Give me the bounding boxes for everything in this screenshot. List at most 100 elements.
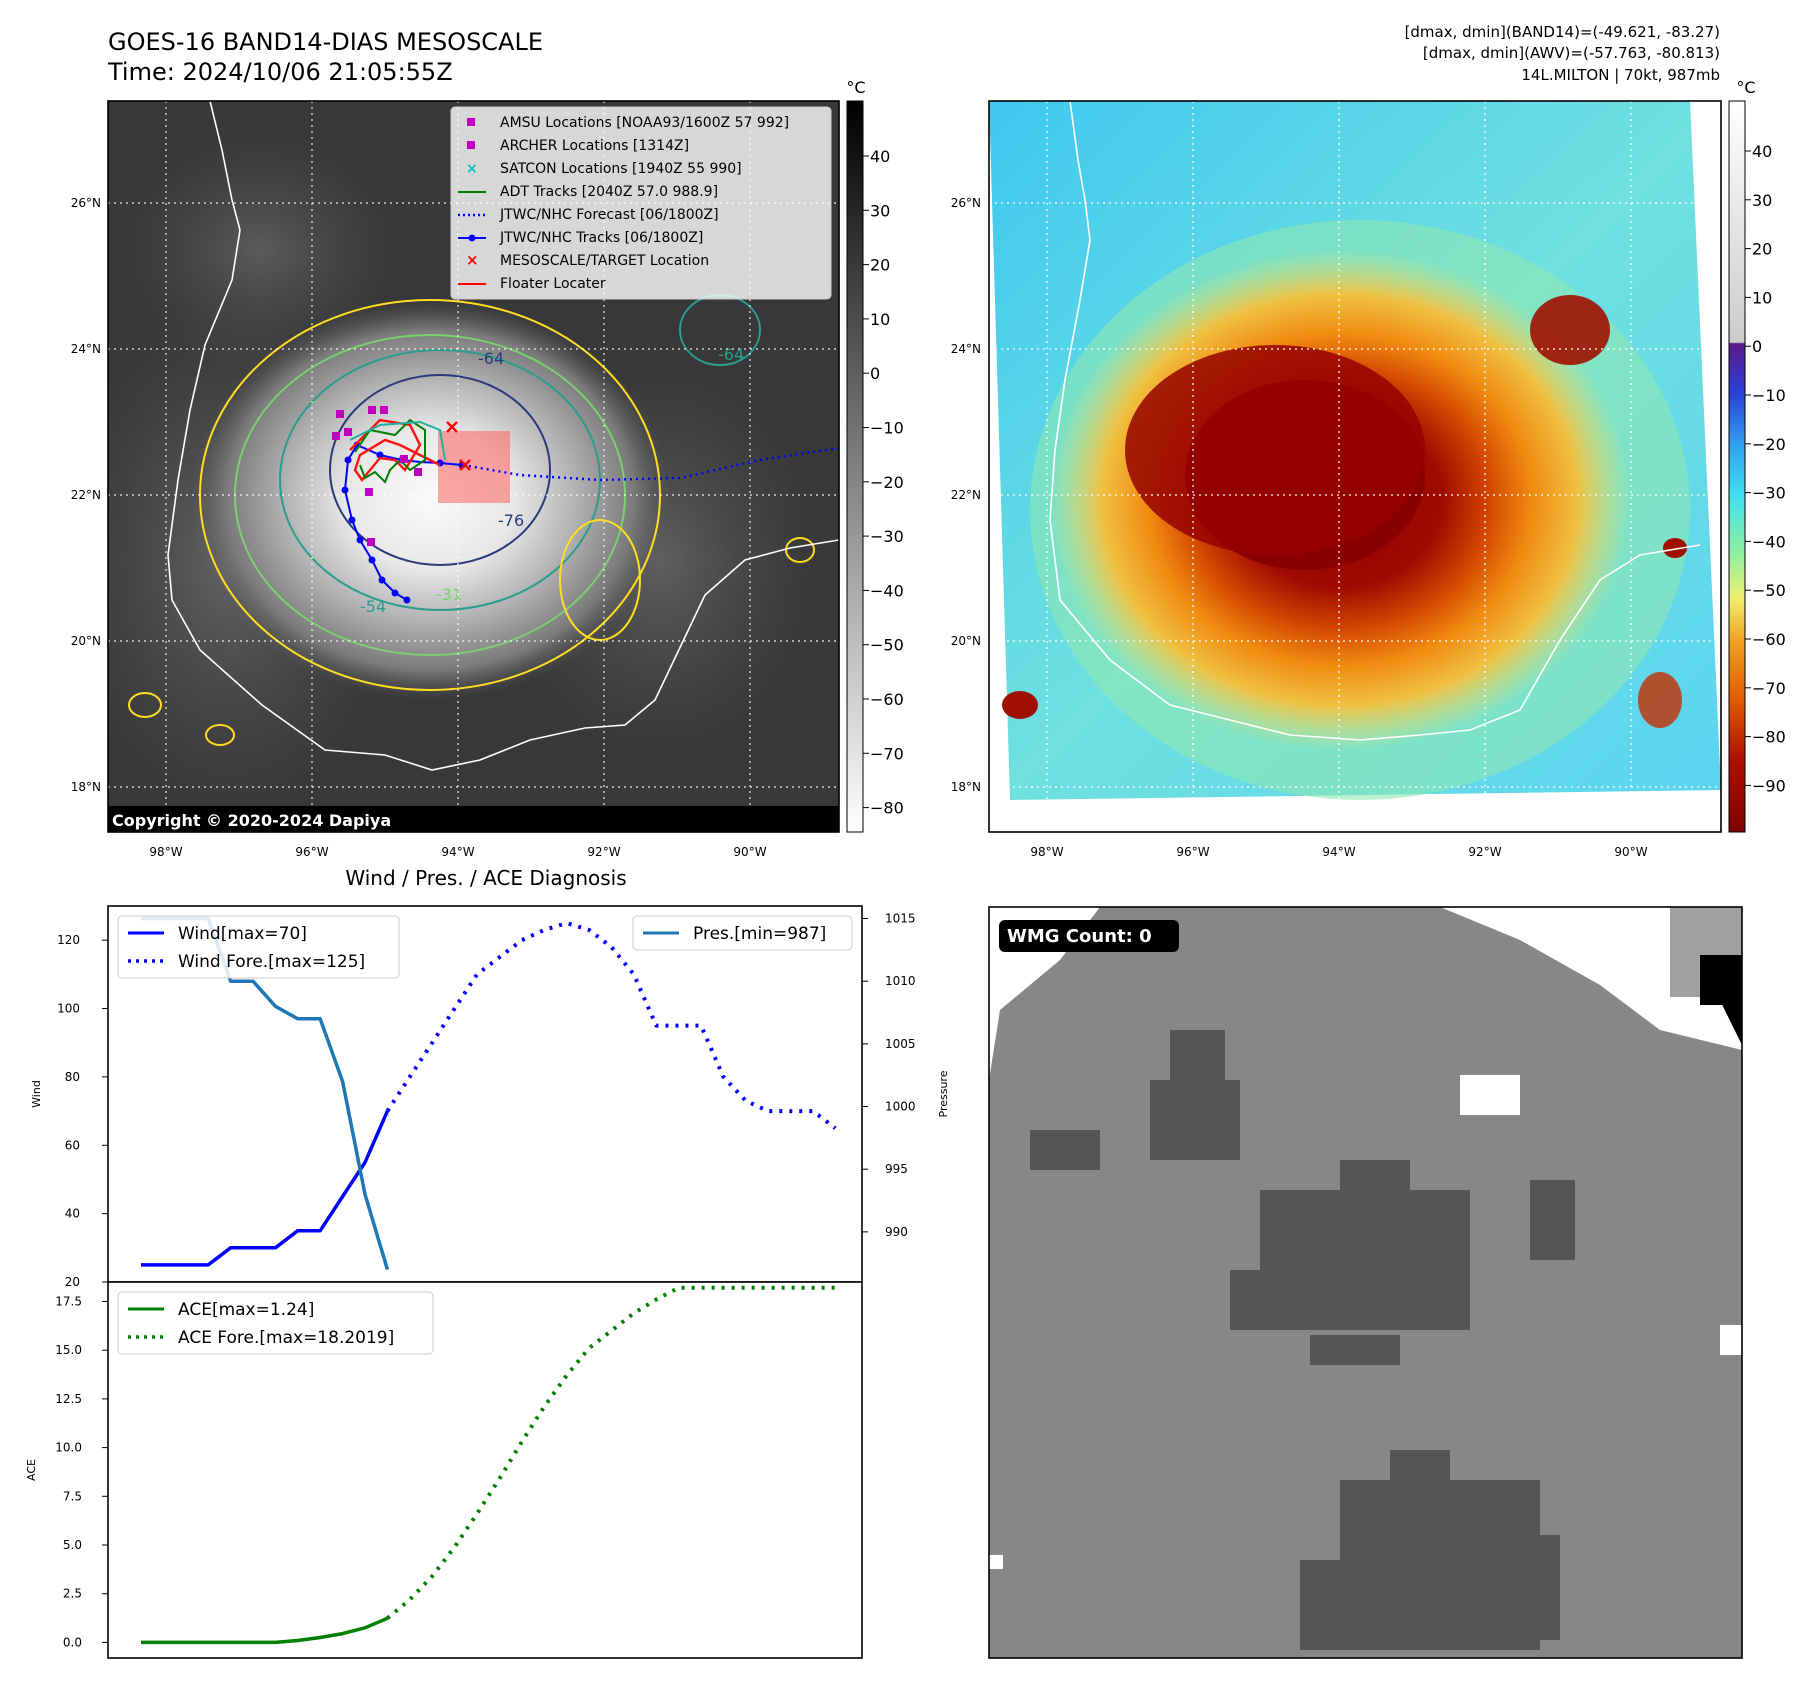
legend-archer: ARCHER Locations [1314Z] <box>500 138 689 154</box>
colorbar-tick-label: 0 <box>870 364 880 383</box>
lon-tick: 90°W <box>733 845 766 859</box>
ace-legend: ACE[max=1.24] ACE Fore.[max=18.2019] <box>117 1291 434 1355</box>
mesoscale-target-box <box>438 431 510 503</box>
colorbar-tick-label: 30 <box>870 201 890 220</box>
lat-tick: 22°N <box>71 488 101 502</box>
y2-tick-label: 995 <box>885 1162 908 1176</box>
legend-floater: Floater Locater <box>500 276 606 292</box>
wind-line <box>141 1110 390 1267</box>
lat-tick: 24°N <box>71 342 101 356</box>
lat-tick: 26°N <box>71 196 101 210</box>
colorbar-tick-label: 10 <box>870 310 890 329</box>
lat-tick: 22°N <box>951 488 981 502</box>
best-track <box>343 443 463 601</box>
colorbar-tick-label: −80 <box>870 799 904 818</box>
ace-line <box>141 1616 389 1645</box>
colorbar-tick-label: −50 <box>870 636 904 655</box>
ir-colorbar: °C 40 30 20 10 0 −10 −20 −30 −40 −50 −60 −70 −80 <box>846 78 904 833</box>
lon-tick: 98°W <box>149 845 182 859</box>
wmg-count-label: WMG Count: 0 <box>1007 926 1152 947</box>
colorbar-tick-label: −30 <box>1752 484 1786 503</box>
awv-gridlines <box>989 101 1721 832</box>
wind-axis-label: Wind <box>30 1080 43 1108</box>
pressure-legend: Pres.[min=987] <box>632 915 853 951</box>
lon-tick: 92°W <box>587 845 620 859</box>
colorbar-tick-label: −10 <box>870 419 904 438</box>
lat-tick: 18°N <box>951 780 981 794</box>
floater-track <box>349 418 441 483</box>
lat-tick: 26°N <box>951 196 981 210</box>
lat-tick: 20°N <box>71 634 101 648</box>
title-line-1: GOES-16 BAND14-DIAS MESOSCALE <box>108 28 543 56</box>
pressure-axis-label: Pressure <box>937 1070 950 1117</box>
legend-pressure: Pres.[min=987] <box>693 924 826 944</box>
lon-tick: 96°W <box>295 845 328 859</box>
contour-label: -76 <box>498 511 524 530</box>
y-tick-label: 80 <box>65 1070 80 1084</box>
contour-label: -64 <box>718 345 744 364</box>
y-tick-label: 12.5 <box>55 1392 82 1406</box>
legend-forecast: JTWC/NHC Forecast [06/1800Z] <box>499 207 719 223</box>
y-tick-label: 120 <box>57 933 80 947</box>
lon-tick: 94°W <box>1322 845 1355 859</box>
y-tick-label: 0.0 <box>63 1635 82 1649</box>
y-tick-label: 20 <box>65 1275 80 1289</box>
ir-storm-cloud <box>190 300 670 700</box>
info-line-1: [dmax, dmin](BAND14)=(-49.621, -83.27) <box>1405 23 1720 41</box>
colorbar-tick-label: −60 <box>870 690 904 709</box>
y-tick-label: 40 <box>65 1207 80 1221</box>
legend-satcon: SATCON Locations [1940Z 55 990] <box>500 161 742 177</box>
y-tick-label: 100 <box>57 1002 80 1016</box>
y2-tick-label: 1005 <box>885 1037 916 1051</box>
awv-colorbar: °C 40 30 20 10 0 −10 −20 −30 −40 −50 −60 −70 −80 −90 <box>1728 78 1786 833</box>
ace-axis-label: ACE <box>25 1459 38 1481</box>
legend-target: MESOSCALE/TARGET Location <box>500 253 709 269</box>
colorbar-tick-label: −40 <box>870 581 904 600</box>
ace-forecast-line <box>386 1285 836 1620</box>
wind-forecast-line <box>385 921 837 1130</box>
chart-title: Wind / Pres. / ACE Diagnosis <box>345 866 626 890</box>
contour-label: -31 <box>436 585 462 604</box>
info-line-2: [dmax, dmin](AWV)=(-57.763, -80.813) <box>1423 44 1720 62</box>
y-tick-label: 2.5 <box>63 1587 82 1601</box>
y2-tick-label: 990 <box>885 1225 908 1239</box>
lon-tick: 98°W <box>1030 845 1063 859</box>
wmg-panel: WMG Count: 0 <box>988 906 1743 1659</box>
lat-tick: 18°N <box>71 780 101 794</box>
colorbar-tick-label: 10 <box>1752 288 1772 307</box>
colorbar-tick-label: 30 <box>1752 191 1772 210</box>
y-tick-label: 5.0 <box>63 1538 82 1552</box>
colorbar-tick-label: −60 <box>1752 630 1786 649</box>
y-tick-label: 17.5 <box>55 1294 82 1308</box>
colorbar-tick-label: −10 <box>1752 386 1786 405</box>
lat-tick: 24°N <box>951 342 981 356</box>
legend-amsu: AMSU Locations [NOAA93/1600Z 57 992] <box>500 115 789 131</box>
colorbar-unit: °C <box>1736 78 1755 97</box>
lon-tick: 92°W <box>1468 845 1501 859</box>
lon-tick: 94°W <box>441 845 474 859</box>
map-legend: AMSU Locations [NOAA93/1600Z 57 992] ARC… <box>450 106 832 300</box>
colorbar-tick-label: −70 <box>870 744 904 763</box>
forecast-track <box>462 446 839 482</box>
ir-map-panel: -64 -76 -54 -31 -64 <box>71 100 840 859</box>
contour-label: -64 <box>478 349 504 368</box>
svg-text:×: × <box>466 251 479 269</box>
legend-ace: ACE[max=1.24] <box>178 1300 314 1320</box>
colorbar-tick-label: −40 <box>1752 532 1786 551</box>
contour-label: -54 <box>360 597 386 616</box>
title-line-2: Time: 2024/10/06 21:05:55Z <box>107 58 453 86</box>
colorbar-tick-label: −80 <box>1752 728 1786 747</box>
awv-map-panel: 98°W 96°W 94°W 92°W 90°W 26°N 24°N 22°N … <box>951 100 1722 859</box>
y-tick-label: 7.5 <box>63 1489 82 1503</box>
y-tick-label: 60 <box>65 1138 80 1152</box>
colorbar-tick-label: −20 <box>1752 435 1786 454</box>
lon-tick: 96°W <box>1176 845 1209 859</box>
info-line-3: 14L.MILTON | 70kt, 987mb <box>1521 66 1720 84</box>
svg-text:×: × <box>466 161 478 177</box>
legend-tracks: JTWC/NHC Tracks [06/1800Z] <box>499 230 703 246</box>
colorbar-tick-label: −90 <box>1752 776 1786 795</box>
y2-tick-label: 1000 <box>885 1100 916 1114</box>
colorbar-unit: °C <box>846 78 865 97</box>
legend-ace-forecast: ACE Fore.[max=18.2019] <box>178 1328 394 1348</box>
